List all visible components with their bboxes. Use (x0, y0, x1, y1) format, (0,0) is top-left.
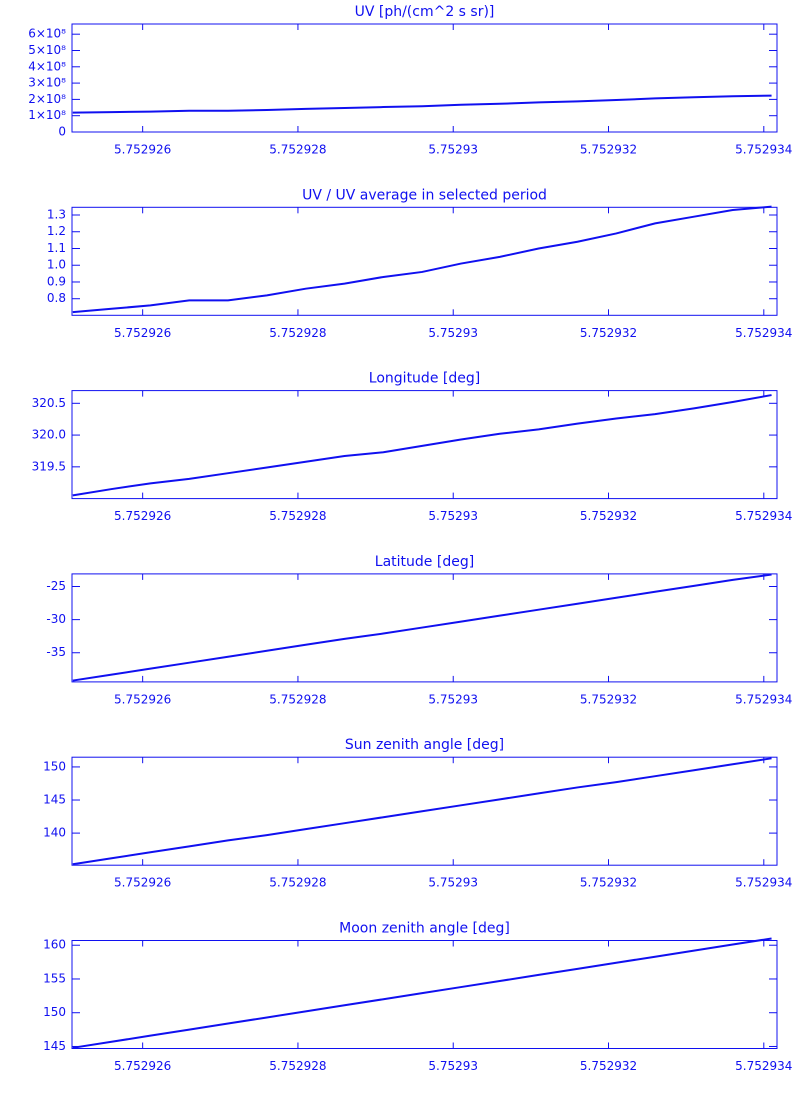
y-tick-label: 4×10⁸ (28, 59, 66, 73)
x-tick-label: 5.752928 (269, 143, 326, 157)
y-tick-label: -30 (46, 612, 66, 626)
plot-frame (71, 573, 778, 683)
x-tick-label: 5.75293 (428, 692, 478, 706)
y-tick-label: 155 (43, 971, 66, 985)
x-tick-label: 5.75293 (428, 1059, 478, 1073)
plot-frame (71, 940, 778, 1049)
chart-title: Latitude [deg] (375, 554, 474, 570)
x-tick-label: 5.75293 (428, 509, 478, 523)
x-tick-label: 5.752928 (269, 876, 326, 890)
y-tick-label: 319.5 (32, 459, 66, 473)
x-tick-label: 5.752926 (114, 692, 171, 706)
x-tick-label: 5.75293 (428, 326, 478, 340)
y-tick-label: 1×10⁸ (28, 108, 66, 122)
x-tick-label: 5.752928 (269, 326, 326, 340)
y-tick-label: -25 (46, 579, 66, 593)
data-line (72, 573, 772, 682)
y-tick-label: 140 (43, 826, 66, 840)
x-tick-label: 5.752926 (114, 876, 171, 890)
x-tick-label: 5.752934 (735, 143, 792, 157)
y-tick-label: 3×10⁸ (28, 76, 66, 90)
x-tick-label: 5.752934 (735, 876, 792, 890)
plot-frame (71, 23, 778, 133)
x-tick-label: 5.752932 (580, 143, 637, 157)
data-line (72, 757, 772, 866)
y-tick-label: 6×10⁸ (28, 27, 66, 41)
y-tick-label: 1.1 (47, 241, 66, 255)
x-tick-label: 5.752934 (735, 509, 792, 523)
y-tick-label: 145 (43, 793, 66, 807)
x-tick-label: 5.752928 (269, 692, 326, 706)
x-tick-label: 5.752934 (735, 1059, 792, 1073)
data-line (72, 94, 772, 114)
chart-title: Moon zenith angle [deg] (339, 921, 510, 937)
y-tick-label: 320.0 (32, 428, 66, 442)
chart-title: UV [ph/(cm^2 s sr)] (355, 4, 495, 20)
chart-title: UV / UV average in selected period (302, 187, 547, 203)
y-tick-label: 0 (58, 125, 66, 139)
x-tick-label: 5.752932 (580, 509, 637, 523)
x-tick-label: 5.75293 (428, 876, 478, 890)
y-tick-label: 150 (43, 759, 66, 773)
y-tick-label: 2×10⁸ (28, 92, 66, 106)
y-tick-label: 150 (43, 1005, 66, 1019)
x-tick-label: 5.752934 (735, 692, 792, 706)
x-tick-label: 5.752934 (735, 326, 792, 340)
plot-frame (71, 206, 778, 316)
data-line (72, 394, 772, 497)
y-tick-label: 1.0 (47, 258, 66, 272)
data-line (72, 937, 772, 1049)
y-tick-label: 320.5 (32, 396, 66, 410)
x-tick-label: 5.752928 (269, 509, 326, 523)
x-tick-label: 5.752932 (580, 692, 637, 706)
x-tick-label: 5.752926 (114, 1059, 171, 1073)
x-tick-label: 5.752932 (580, 876, 637, 890)
y-tick-label: 145 (43, 1039, 66, 1053)
x-tick-label: 5.752932 (580, 326, 637, 340)
x-tick-label: 5.75293 (428, 143, 478, 157)
y-tick-label: 160 (43, 938, 66, 952)
plot-frame (71, 390, 778, 500)
y-tick-label: 1.2 (47, 224, 66, 238)
plot-frame (71, 756, 778, 866)
y-tick-label: -35 (46, 645, 66, 659)
y-tick-label: 5×10⁸ (28, 43, 66, 57)
x-tick-label: 5.752928 (269, 1059, 326, 1073)
y-tick-label: 0.9 (47, 274, 66, 288)
x-tick-label: 5.752932 (580, 1059, 637, 1073)
x-tick-label: 5.752926 (114, 509, 171, 523)
chart-title: Longitude [deg] (369, 371, 480, 387)
x-tick-label: 5.752926 (114, 326, 171, 340)
data-line (72, 205, 772, 314)
y-tick-label: 0.8 (47, 291, 66, 305)
y-tick-label: 1.3 (47, 208, 66, 222)
chart-title: Sun zenith angle [deg] (345, 737, 504, 753)
x-tick-label: 5.752926 (114, 143, 171, 157)
